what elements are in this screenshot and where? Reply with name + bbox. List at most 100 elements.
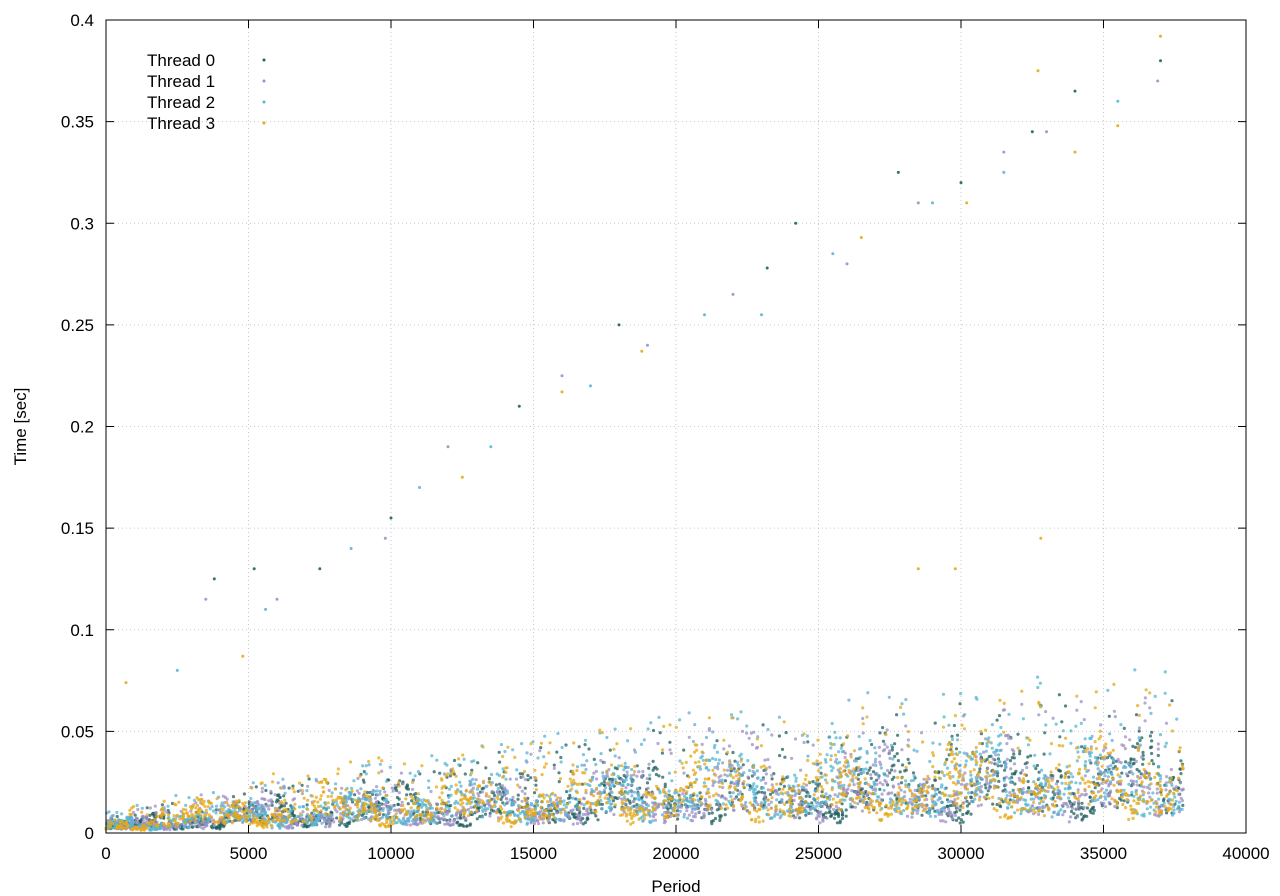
data-point — [1036, 685, 1040, 690]
data-point — [887, 752, 891, 756]
data-point — [747, 736, 751, 740]
data-point — [931, 753, 936, 758]
data-point — [670, 813, 675, 818]
data-point — [876, 773, 880, 777]
data-point — [942, 715, 946, 719]
data-point — [856, 789, 861, 793]
data-point — [1044, 774, 1048, 779]
data-point — [613, 803, 617, 807]
data-point — [1063, 704, 1068, 708]
data-point — [848, 783, 852, 787]
data-point — [719, 814, 723, 818]
data-point — [445, 822, 450, 826]
data-point — [972, 768, 976, 772]
data-point — [1007, 736, 1011, 740]
data-point — [107, 810, 111, 814]
data-point — [218, 811, 223, 815]
data-point — [1004, 775, 1008, 779]
data-point — [831, 797, 835, 801]
data-point — [668, 748, 672, 752]
data-point — [492, 793, 497, 798]
data-point — [1024, 803, 1028, 807]
data-point — [625, 773, 630, 778]
data-point — [241, 815, 245, 819]
data-point — [354, 817, 359, 821]
data-point — [1102, 801, 1106, 805]
data-point — [1141, 799, 1145, 803]
data-point — [260, 805, 264, 809]
data-point — [1134, 713, 1139, 717]
data-point — [633, 750, 638, 754]
data-point — [1148, 706, 1152, 710]
data-point — [861, 731, 865, 735]
data-point — [241, 819, 245, 824]
data-point — [600, 807, 604, 811]
data-point — [713, 765, 717, 770]
data-point — [873, 760, 878, 764]
data-point — [886, 783, 890, 787]
data-point — [1154, 801, 1158, 805]
data-point — [1049, 742, 1054, 746]
data-point — [394, 812, 398, 816]
data-point — [830, 743, 834, 747]
data-point — [287, 826, 291, 830]
data-point — [260, 797, 264, 801]
data-point — [590, 788, 594, 792]
data-point — [567, 815, 571, 819]
data-point — [734, 788, 738, 792]
data-point — [1083, 763, 1087, 767]
data-point — [159, 826, 163, 831]
data-point — [1002, 701, 1006, 706]
data-point — [1119, 798, 1123, 802]
data-point — [584, 791, 588, 795]
data-point — [987, 736, 991, 740]
data-point — [1102, 748, 1106, 753]
data-point — [861, 800, 865, 804]
data-point — [215, 797, 219, 801]
data-point — [759, 804, 763, 808]
data-point — [690, 785, 694, 789]
data-point — [930, 794, 934, 798]
data-point — [674, 788, 678, 793]
data-point — [463, 772, 467, 776]
data-point — [558, 807, 562, 812]
data-point — [1150, 751, 1154, 756]
data-point — [844, 814, 848, 818]
data-point — [253, 801, 257, 805]
data-point — [135, 817, 139, 821]
data-point — [1003, 814, 1007, 819]
data-point — [1108, 780, 1113, 784]
data-point — [442, 813, 446, 818]
data-point — [824, 778, 828, 782]
data-point — [674, 725, 678, 729]
data-point — [306, 774, 310, 778]
data-point — [984, 786, 988, 790]
data-point — [902, 794, 907, 799]
data-point — [647, 766, 651, 770]
data-point — [1012, 752, 1016, 756]
data-point — [1124, 806, 1128, 810]
data-point — [856, 785, 861, 789]
data-point — [475, 808, 479, 813]
data-point — [1086, 780, 1090, 784]
data-point — [912, 748, 916, 752]
data-point — [945, 747, 949, 752]
data-point — [439, 802, 443, 806]
data-point — [350, 800, 355, 804]
data-point — [124, 820, 128, 824]
data-point — [1165, 811, 1169, 815]
data-point — [682, 771, 686, 775]
outlier-point — [383, 536, 387, 540]
data-point — [400, 800, 404, 804]
data-point — [582, 763, 587, 767]
data-point — [973, 797, 977, 801]
data-point — [297, 815, 301, 819]
data-point — [1115, 806, 1119, 810]
data-point — [418, 772, 422, 776]
data-point — [1177, 749, 1181, 753]
data-point — [763, 791, 767, 795]
data-point — [1082, 805, 1086, 810]
data-point — [783, 812, 787, 816]
data-point — [367, 759, 371, 764]
data-point — [890, 777, 894, 782]
